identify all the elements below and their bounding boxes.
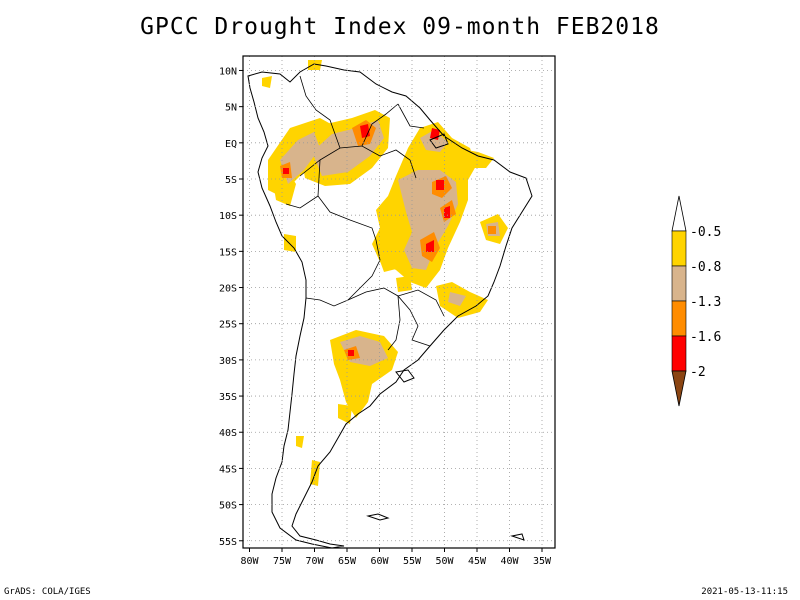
drought-area-red xyxy=(444,206,450,218)
lat-tick-label: 35S xyxy=(219,392,237,403)
longitude-axis: 80W 75W 70W 65W 60W 55W 50W 45W 40W 35W xyxy=(240,548,552,567)
lat-tick-label: 20S xyxy=(219,284,237,295)
lon-tick-label: 80W xyxy=(240,556,259,567)
grads-credit: GrADS: COLA/IGES xyxy=(4,587,91,597)
lat-tick-label: 45S xyxy=(219,464,237,475)
lat-tick-label: 10N xyxy=(219,66,237,77)
drought-fill-layer xyxy=(262,60,508,486)
colorbar-label: -0.8 xyxy=(690,260,721,275)
lon-tick-label: 50W xyxy=(435,556,454,567)
colorbar-cap-top xyxy=(671,195,687,232)
colorbar-swatch xyxy=(671,300,687,337)
lon-tick-label: 75W xyxy=(273,556,292,567)
lon-tick-label: 45W xyxy=(468,556,487,567)
colorbar-label: -1.3 xyxy=(690,295,721,310)
colorbar-label: -2 xyxy=(690,365,706,380)
colorbar-legend: -0.5 -0.8 -1.3 -1.6 -2 xyxy=(671,195,721,407)
drought-area-yellow xyxy=(396,276,412,292)
drought-area-tan xyxy=(448,292,466,306)
colorbar-cap-bottom xyxy=(671,370,687,407)
lon-tick-label: 65W xyxy=(338,556,357,567)
map-title: GPCC Drought Index 09-month FEB2018 xyxy=(140,14,660,40)
lon-tick-label: 60W xyxy=(370,556,389,567)
lat-tick-label: 5N xyxy=(225,103,237,114)
lat-tick-label: 40S xyxy=(219,428,237,439)
lon-tick-label: 70W xyxy=(305,556,324,567)
colorbar-swatch xyxy=(671,265,687,302)
lat-tick-label: 30S xyxy=(219,356,237,367)
latitude-axis: 10N 5N EQ 5S 10S 15S 20S 25S 30S 35S 40S 45S 50S 55S xyxy=(219,66,243,548)
gridlines xyxy=(243,56,555,548)
lat-tick-label: EQ xyxy=(225,139,237,150)
country-borders xyxy=(285,75,445,351)
drought-area-red xyxy=(283,168,289,174)
drought-area-red xyxy=(436,180,444,190)
drought-area-red xyxy=(426,240,434,252)
drought-area-yellow xyxy=(376,248,400,272)
colorbar-label: -1.6 xyxy=(690,330,721,345)
colorbar-swatch xyxy=(671,230,687,267)
map-frame xyxy=(242,55,556,549)
lat-tick-label: 15S xyxy=(219,247,237,258)
lat-tick-label: 55S xyxy=(219,537,237,548)
colorbar-swatch xyxy=(671,335,687,372)
islands xyxy=(366,133,525,541)
lat-tick-label: 50S xyxy=(219,501,237,512)
lat-tick-label: 25S xyxy=(219,320,237,331)
drought-area-yellow xyxy=(308,60,322,70)
lon-tick-label: 35W xyxy=(533,556,552,567)
drought-area-yellow xyxy=(296,436,304,448)
lon-tick-label: 55W xyxy=(403,556,422,567)
colorbar-label: -0.5 xyxy=(690,225,721,240)
lat-tick-label: 10S xyxy=(219,211,237,222)
lon-tick-label: 40W xyxy=(500,556,519,567)
drought-area-yellow xyxy=(440,146,494,168)
lat-tick-label: 5S xyxy=(225,175,237,186)
drought-area-yellow xyxy=(338,404,352,424)
drought-area-yellow xyxy=(262,76,272,88)
continent-outline xyxy=(247,63,533,549)
drought-area-red xyxy=(348,350,354,356)
generation-timestamp: 2021-05-13-11:15 xyxy=(701,587,788,597)
drought-area-orange xyxy=(488,226,496,234)
